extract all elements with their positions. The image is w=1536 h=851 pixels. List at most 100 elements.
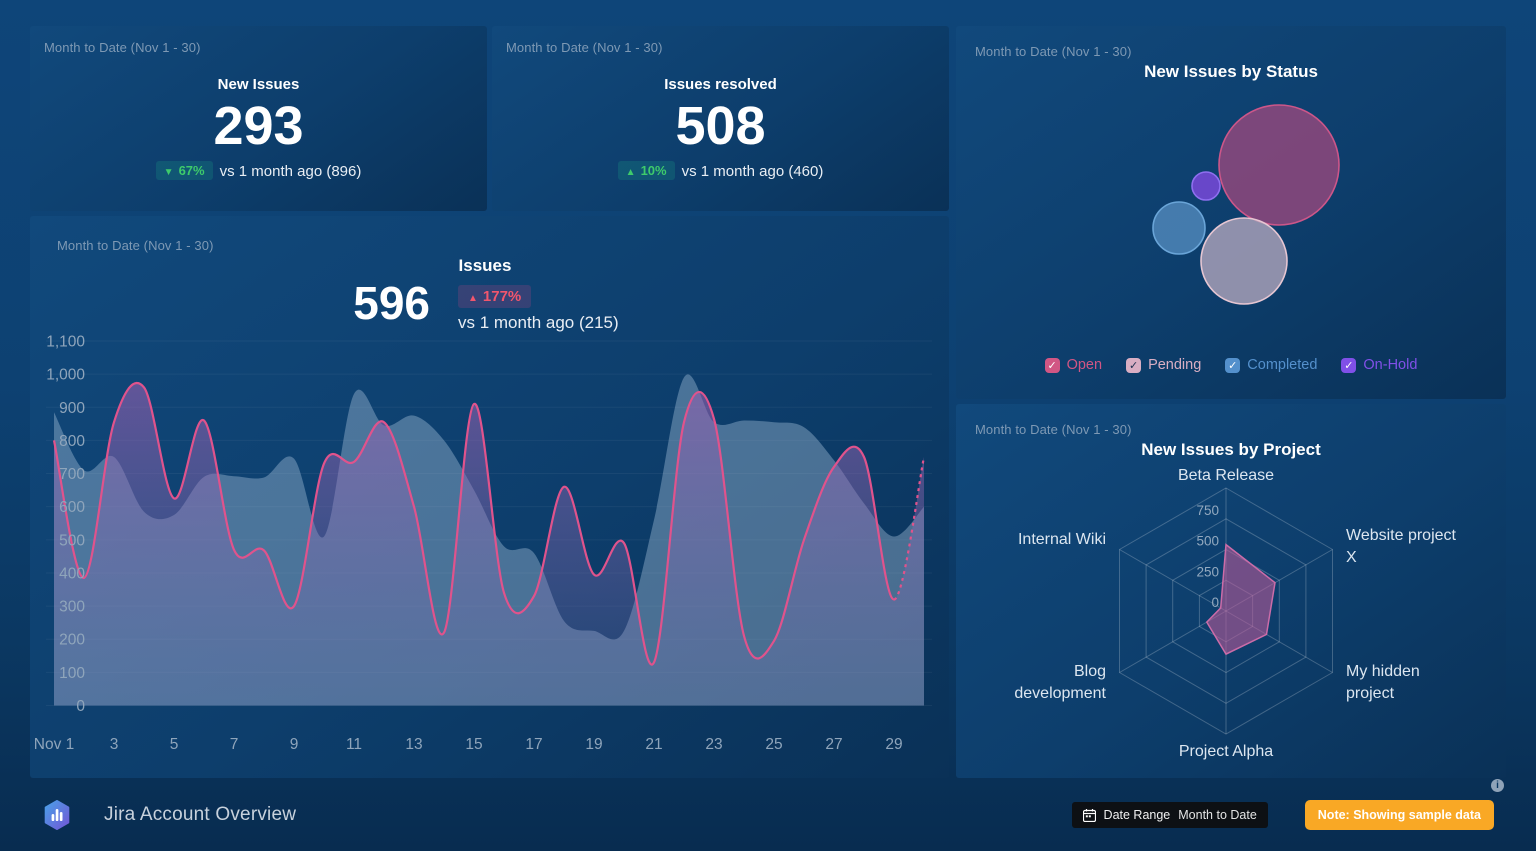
bubble-completed [1152,201,1206,255]
card-value: 508 [675,96,766,156]
radar-axis-label: Website project X [1346,527,1457,566]
compare-text: vs 1 month ago (460) [681,163,824,181]
checkbox-checked-icon: ✓ [1341,357,1357,373]
delta-value: 177% [482,288,522,305]
sample-data-note-button[interactable]: Note: Showing sample data [1304,800,1494,830]
compare-text: vs 1 month ago (896) [219,163,362,181]
radar-tick: 500 [1196,534,1219,549]
x-axis-tick: 5 [170,736,179,753]
x-axis-tick: Nov 1 [34,736,75,753]
delta-badge: ▼ 67% [155,161,213,181]
footer: Jira Account Overview Date Range Month t… [0,779,1536,851]
x-axis-tick: 9 [290,736,299,753]
x-axis-tick: 11 [346,736,362,753]
date-range-label: Date Range [1103,808,1171,822]
radar-grid-ring [1145,518,1307,704]
period-caption: Month to Date (Nov 1 - 30) [975,44,1132,59]
radar-axis-label: Project Alpha [1179,743,1273,760]
x-axis-tick: 13 [405,736,422,753]
bubble-open [1218,104,1340,226]
y-axis-tick: 1,000 [46,367,85,384]
y-axis-tick: 600 [59,499,85,516]
card-title: New Issues [217,76,300,93]
radar-tick: 750 [1196,503,1219,518]
arrow-down-icon: ▼ [163,167,174,179]
x-axis-tick: 23 [705,736,722,753]
delta-badge: ▲ 177% [458,285,532,308]
issues-chart-panel: 0 100 200 300 400 500 600 700 800 900 1,000 1,100 No… [30,216,949,778]
legend-label: Open [1066,357,1103,373]
project-chart-panel: Month to Date (Nov 1 - 30) New Issues by… [956,404,1506,778]
chart-title: New Issues by Project [1141,440,1321,459]
x-axis-tick: 17 [525,736,542,753]
radar-axis-label: My hidden project [1346,663,1420,702]
y-axis-tick: 0 [76,698,85,715]
period-caption: Month to Date (Nov 1 - 30) [506,40,663,55]
x-axis-tick: 7 [230,736,239,753]
databox-logo-icon [44,800,70,830]
legend-item-on-hold[interactable]: ✓ On-Hold [1341,357,1417,373]
delta-value: 67% [178,163,205,179]
chart-title: Issues [458,256,512,275]
x-axis-tick: 29 [885,736,902,753]
issues-resolved-card: Month to Date (Nov 1 - 30) Issues resolv… [492,26,949,211]
radar-axis-label: Blog development [1014,663,1106,702]
legend-label: On-Hold [1363,357,1418,373]
issues-line-forecast [892,456,926,601]
y-axis-tick: 100 [59,665,85,682]
radar-tick: 250 [1196,564,1219,579]
date-range-value: Month to Date [1178,808,1257,822]
legend-item-pending[interactable]: ✓ Pending [1126,357,1201,373]
chart-title: New Issues by Status [1144,62,1318,81]
x-axis-tick: 21 [645,736,662,753]
chart-value: 596 [353,277,430,329]
x-axis-tick: 25 [765,736,782,753]
delta-badge: ▲ 10% [617,161,675,181]
radar-axis-label: Internal Wiki [1018,531,1106,548]
x-axis-tick: 3 [110,736,119,753]
x-axis-tick: 15 [465,736,482,753]
y-axis-tick: 1,100 [46,334,85,351]
status-bubble-chart[interactable] [956,86,1506,356]
issues-line-chart[interactable]: 0 100 200 300 400 500 600 700 800 900 1,000 1,100 No… [30,216,949,778]
new-issues-card: Month to Date (Nov 1 - 30) New Issues 29… [30,26,487,211]
checkbox-checked-icon: ✓ [1044,357,1060,373]
legend-item-open[interactable]: ✓ Open [1044,357,1103,373]
card-value: 293 [213,96,304,156]
radar-grid-ring [1119,487,1333,735]
y-axis-tick: 900 [59,400,85,417]
legend-item-completed[interactable]: ✓ Completed [1225,357,1317,373]
radar-tick: 0 [1211,595,1219,610]
x-axis-tick: 19 [585,736,602,753]
radar-grid-ring [1172,548,1280,674]
y-axis-tick: 200 [59,632,85,649]
date-range-button[interactable]: Date Range Month to Date [1071,802,1268,828]
legend-label: Completed [1247,357,1318,373]
calendar-icon [1082,808,1096,822]
compare-text: vs 1 month ago (215) [458,313,619,332]
delta-value: 10% [640,163,667,179]
legend-label: Pending [1148,357,1202,373]
y-axis-tick: 700 [59,466,85,483]
arrow-up-icon: ▲ [468,293,478,304]
y-axis-tick: 800 [59,433,85,450]
issues-line [52,381,896,666]
bubble-pending [1200,217,1288,305]
y-axis-tick: 500 [59,532,85,549]
status-chart-panel: Month to Date (Nov 1 - 30) New Issues by… [956,26,1506,399]
x-axis-tick: 27 [825,736,842,753]
radar-axis-line [1119,549,1227,612]
y-axis-tick: 300 [59,599,85,616]
period-caption: Month to Date (Nov 1 - 30) [57,238,214,253]
radar-series-polygon [1205,543,1276,656]
project-radar-chart[interactable]: 750 500 250 0 Beta Release Website project X My… [956,404,1506,778]
status-legend: ✓ Open ✓ Pending ✓ Completed ✓ On-Hold [956,357,1506,373]
checkbox-checked-icon: ✓ [1126,357,1142,373]
arrow-up-icon: ▲ [625,167,636,179]
page-title: Jira Account Overview [104,804,297,825]
period-caption: Month to Date (Nov 1 - 30) [975,422,1132,437]
bubble-on-hold [1191,171,1221,201]
card-title: Issues resolved [664,76,777,93]
info-icon[interactable]: i [1491,779,1504,792]
checkbox-checked-icon: ✓ [1225,357,1241,373]
